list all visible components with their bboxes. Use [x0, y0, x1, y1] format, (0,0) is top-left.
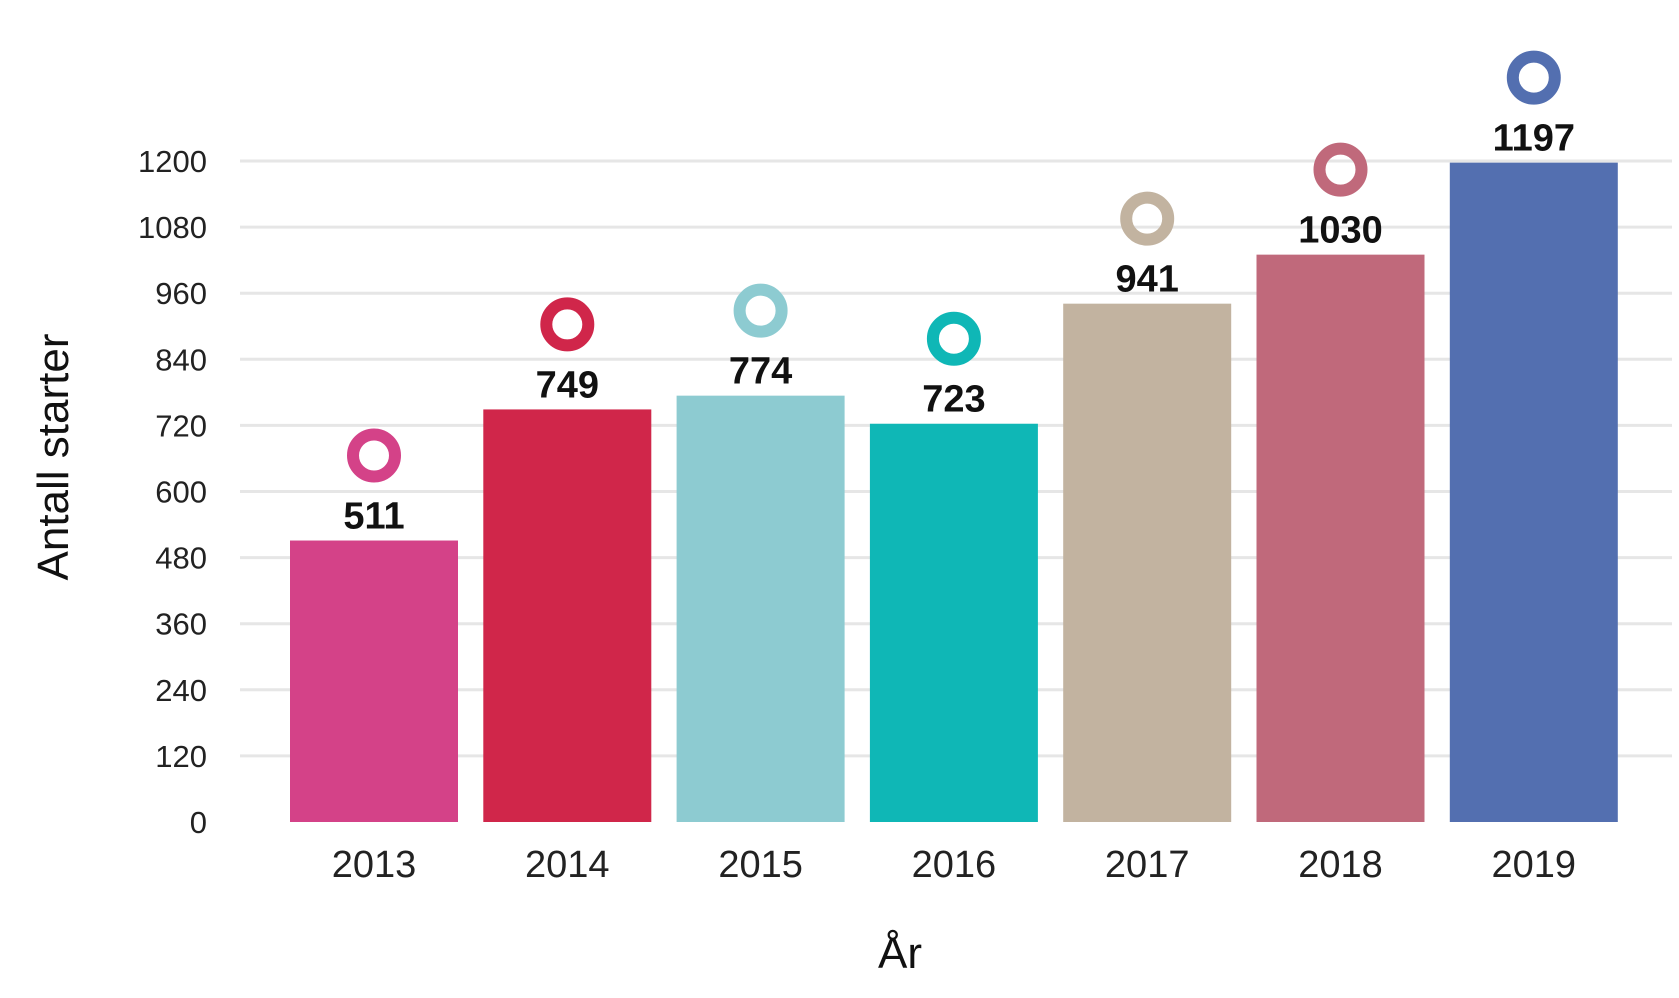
x-tick-label: 2017 [1105, 844, 1190, 886]
y-axis-ticks: 0 120 240 360 480 600 720 840 960 1080 1200 [138, 144, 207, 840]
bar-2017 [1063, 303, 1232, 822]
ring-marker-2017 [1120, 191, 1175, 246]
bar-2018 [1256, 254, 1425, 822]
y-tick-label: 840 [155, 342, 207, 377]
value-label-2019: 1197 [1493, 118, 1575, 160]
ring-marker-2014 [540, 297, 595, 352]
x-axis-ticks: 2013 2014 2015 2016 2017 2018 2019 [332, 844, 1576, 886]
y-tick-label: 1200 [138, 144, 207, 179]
x-tick-label: 2019 [1492, 844, 1577, 886]
value-label-2018: 1030 [1298, 210, 1383, 252]
value-label-2013: 511 [343, 496, 404, 538]
x-tick-label: 2014 [525, 844, 610, 886]
y-tick-label: 240 [155, 673, 207, 708]
y-tick-label: 120 [155, 739, 207, 774]
y-tick-label: 720 [155, 408, 207, 443]
ring-marker-2015 [733, 283, 788, 338]
ring-marker-2018 [1313, 142, 1368, 197]
ring-marker-2019 [1506, 50, 1561, 105]
bars: 511 749 774 723 941 1030 1197 [290, 50, 1618, 823]
bar-2014 [483, 409, 652, 822]
y-tick-label: 360 [155, 607, 207, 642]
x-tick-label: 2016 [912, 844, 997, 886]
value-label-2014: 749 [536, 364, 599, 406]
x-tick-label: 2018 [1298, 844, 1383, 886]
x-tick-label: 2015 [718, 844, 803, 886]
value-label-2016: 723 [922, 379, 985, 421]
ring-marker-2013 [347, 428, 401, 483]
y-axis-title: Antall starter [29, 334, 78, 581]
value-label-2015: 774 [729, 351, 792, 393]
x-axis-title: År [878, 929, 922, 978]
y-tick-label: 480 [155, 541, 207, 576]
bar-2013 [290, 540, 458, 822]
bar-2016 [869, 423, 1038, 822]
y-tick-label: 0 [190, 805, 207, 840]
y-tick-label: 960 [155, 276, 207, 311]
bar-2019 [1449, 162, 1618, 823]
y-tick-label: 600 [155, 475, 207, 510]
ring-marker-2016 [926, 311, 981, 366]
value-label-2017: 941 [1115, 259, 1178, 301]
x-tick-label: 2013 [332, 844, 417, 886]
y-tick-label: 1080 [138, 210, 207, 245]
bar-2015 [676, 395, 845, 822]
